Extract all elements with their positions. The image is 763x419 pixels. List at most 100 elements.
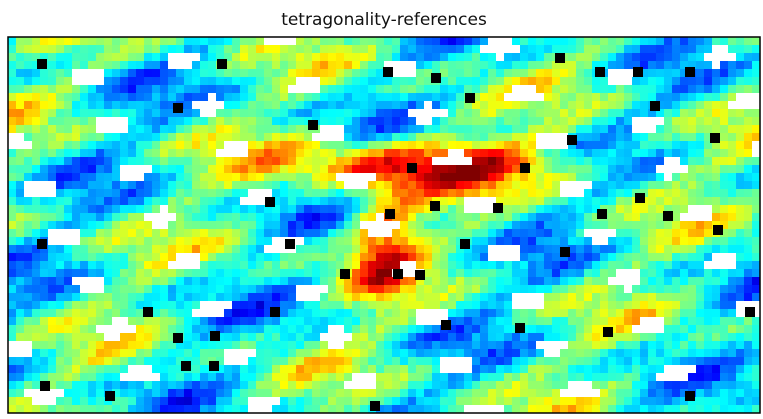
map-pixel bbox=[192, 101, 200, 109]
map-pixel bbox=[712, 349, 720, 357]
map-pixel bbox=[200, 101, 208, 109]
map-pixel bbox=[64, 245, 72, 253]
map-pixel bbox=[16, 181, 24, 189]
map-pixel bbox=[8, 77, 16, 85]
map-pixel bbox=[568, 389, 576, 397]
map-pixel bbox=[152, 285, 160, 293]
map-pixel bbox=[288, 317, 296, 325]
map-pixel bbox=[440, 189, 448, 197]
map-pixel bbox=[320, 373, 328, 381]
reference-point bbox=[663, 211, 673, 221]
map-pixel bbox=[440, 77, 448, 85]
map-pixel bbox=[336, 157, 344, 165]
map-pixel bbox=[208, 173, 216, 181]
map-pixel bbox=[616, 45, 624, 53]
map-pixel bbox=[632, 381, 640, 389]
map-pixel bbox=[192, 277, 200, 285]
map-pixel bbox=[160, 45, 168, 53]
map-pixel bbox=[408, 365, 416, 373]
map-pixel bbox=[56, 389, 64, 397]
map-pixel bbox=[272, 357, 280, 365]
map-pixel bbox=[360, 141, 368, 149]
map-pixel bbox=[112, 205, 120, 213]
map-pixel bbox=[400, 173, 408, 181]
map-pixel bbox=[328, 101, 336, 109]
map-pixel bbox=[544, 381, 552, 389]
map-pixel bbox=[744, 269, 752, 277]
map-pixel bbox=[280, 213, 288, 221]
map-pixel bbox=[392, 101, 400, 109]
map-pixel bbox=[464, 261, 472, 269]
map-pixel bbox=[320, 61, 328, 69]
map-pixel bbox=[192, 389, 200, 397]
map-pixel bbox=[288, 253, 296, 261]
map-pixel bbox=[24, 133, 32, 141]
map-pixel bbox=[368, 181, 376, 189]
map-pixel bbox=[696, 61, 704, 69]
map-pixel bbox=[104, 93, 112, 101]
map-pixel bbox=[272, 229, 280, 237]
map-pixel bbox=[632, 245, 640, 253]
map-pixel bbox=[368, 53, 376, 61]
map-pixel bbox=[248, 373, 256, 381]
map-pixel bbox=[712, 157, 720, 165]
map-pixel bbox=[720, 37, 728, 45]
map-pixel bbox=[328, 213, 336, 221]
map-pixel bbox=[136, 405, 144, 413]
map-pixel bbox=[344, 293, 352, 301]
map-pixel bbox=[376, 69, 384, 77]
map-pixel bbox=[288, 45, 296, 53]
map-pixel bbox=[376, 157, 384, 165]
map-pixel bbox=[256, 109, 264, 117]
map-pixel bbox=[424, 109, 432, 117]
map-pixel bbox=[120, 389, 128, 397]
map-pixel bbox=[336, 261, 344, 269]
map-pixel bbox=[56, 37, 64, 45]
map-pixel bbox=[328, 221, 336, 229]
map-pixel bbox=[208, 277, 216, 285]
map-pixel bbox=[392, 293, 400, 301]
map-pixel bbox=[272, 157, 280, 165]
map-pixel bbox=[384, 373, 392, 381]
map-pixel bbox=[720, 101, 728, 109]
map-pixel bbox=[64, 349, 72, 357]
map-pixel bbox=[352, 157, 360, 165]
map-pixel bbox=[440, 133, 448, 141]
map-pixel bbox=[408, 325, 416, 333]
map-pixel bbox=[376, 101, 384, 109]
map-pixel bbox=[584, 133, 592, 141]
map-pixel bbox=[64, 389, 72, 397]
map-pixel bbox=[120, 253, 128, 261]
map-pixel bbox=[184, 245, 192, 253]
map-pixel bbox=[728, 117, 736, 125]
map-pixel bbox=[664, 157, 672, 165]
map-pixel bbox=[480, 101, 488, 109]
map-pixel bbox=[536, 221, 544, 229]
map-pixel bbox=[304, 69, 312, 77]
map-pixel bbox=[496, 69, 504, 77]
map-pixel bbox=[360, 189, 368, 197]
map-pixel bbox=[24, 237, 32, 245]
map-pixel bbox=[344, 165, 352, 173]
map-pixel bbox=[536, 133, 544, 141]
map-pixel bbox=[56, 365, 64, 373]
map-pixel bbox=[616, 397, 624, 405]
map-pixel bbox=[656, 205, 664, 213]
reference-point bbox=[635, 193, 645, 203]
map-pixel bbox=[688, 189, 696, 197]
map-pixel bbox=[376, 77, 384, 85]
map-pixel bbox=[488, 149, 496, 157]
map-pixel bbox=[392, 341, 400, 349]
map-pixel bbox=[416, 181, 424, 189]
map-pixel bbox=[240, 357, 248, 365]
map-pixel bbox=[200, 301, 208, 309]
map-pixel bbox=[664, 301, 672, 309]
map-pixel bbox=[224, 245, 232, 253]
map-pixel bbox=[64, 397, 72, 405]
map-pixel bbox=[656, 181, 664, 189]
map-pixel bbox=[152, 77, 160, 85]
map-pixel bbox=[80, 373, 88, 381]
map-pixel bbox=[224, 317, 232, 325]
map-pixel bbox=[160, 333, 168, 341]
map-pixel bbox=[720, 69, 728, 77]
